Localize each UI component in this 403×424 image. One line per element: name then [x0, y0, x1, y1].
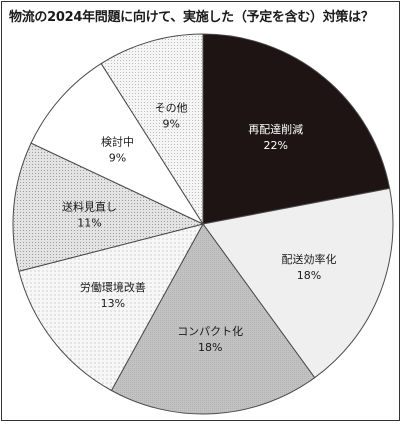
slice-category-label: 送料見直し — [62, 199, 117, 213]
slice-value-label: 18% — [198, 341, 222, 354]
pie-slice — [110, 223, 316, 415]
pie-slice — [12, 142, 205, 272]
slice-value-label: 11% — [77, 216, 101, 229]
pie-chart: 再配達削減 22% 配送効率化 18% コンパクト化 18% 労働環境改善 13% 送料見直し 1… — [12, 33, 394, 415]
pie-slice — [18, 223, 204, 392]
slice-category-label: 再配達削減 — [248, 122, 303, 136]
slice-category-label: コンパクト化 — [177, 324, 243, 338]
slice-category-label: 検討中 — [101, 135, 134, 149]
slice-category-label: 配送効率化 — [282, 252, 337, 266]
pie-slice — [202, 187, 394, 379]
slice-value-label: 13% — [101, 297, 125, 310]
chart-title: 物流の2024年問題に向けて、実施した（予定を含む）対策は？ — [9, 10, 374, 25]
slice-category-label: その他 — [155, 102, 188, 115]
slice-value-label: 18% — [297, 269, 321, 282]
slice-value-label: 9% — [109, 152, 126, 165]
pie-slice — [30, 62, 205, 226]
pie-slice — [100, 33, 204, 226]
slice-value-label: 9% — [162, 118, 179, 131]
slice-category-label: 労働環境改善 — [80, 280, 146, 294]
pie-slice — [202, 33, 391, 225]
slice-value-label: 22% — [263, 139, 287, 152]
